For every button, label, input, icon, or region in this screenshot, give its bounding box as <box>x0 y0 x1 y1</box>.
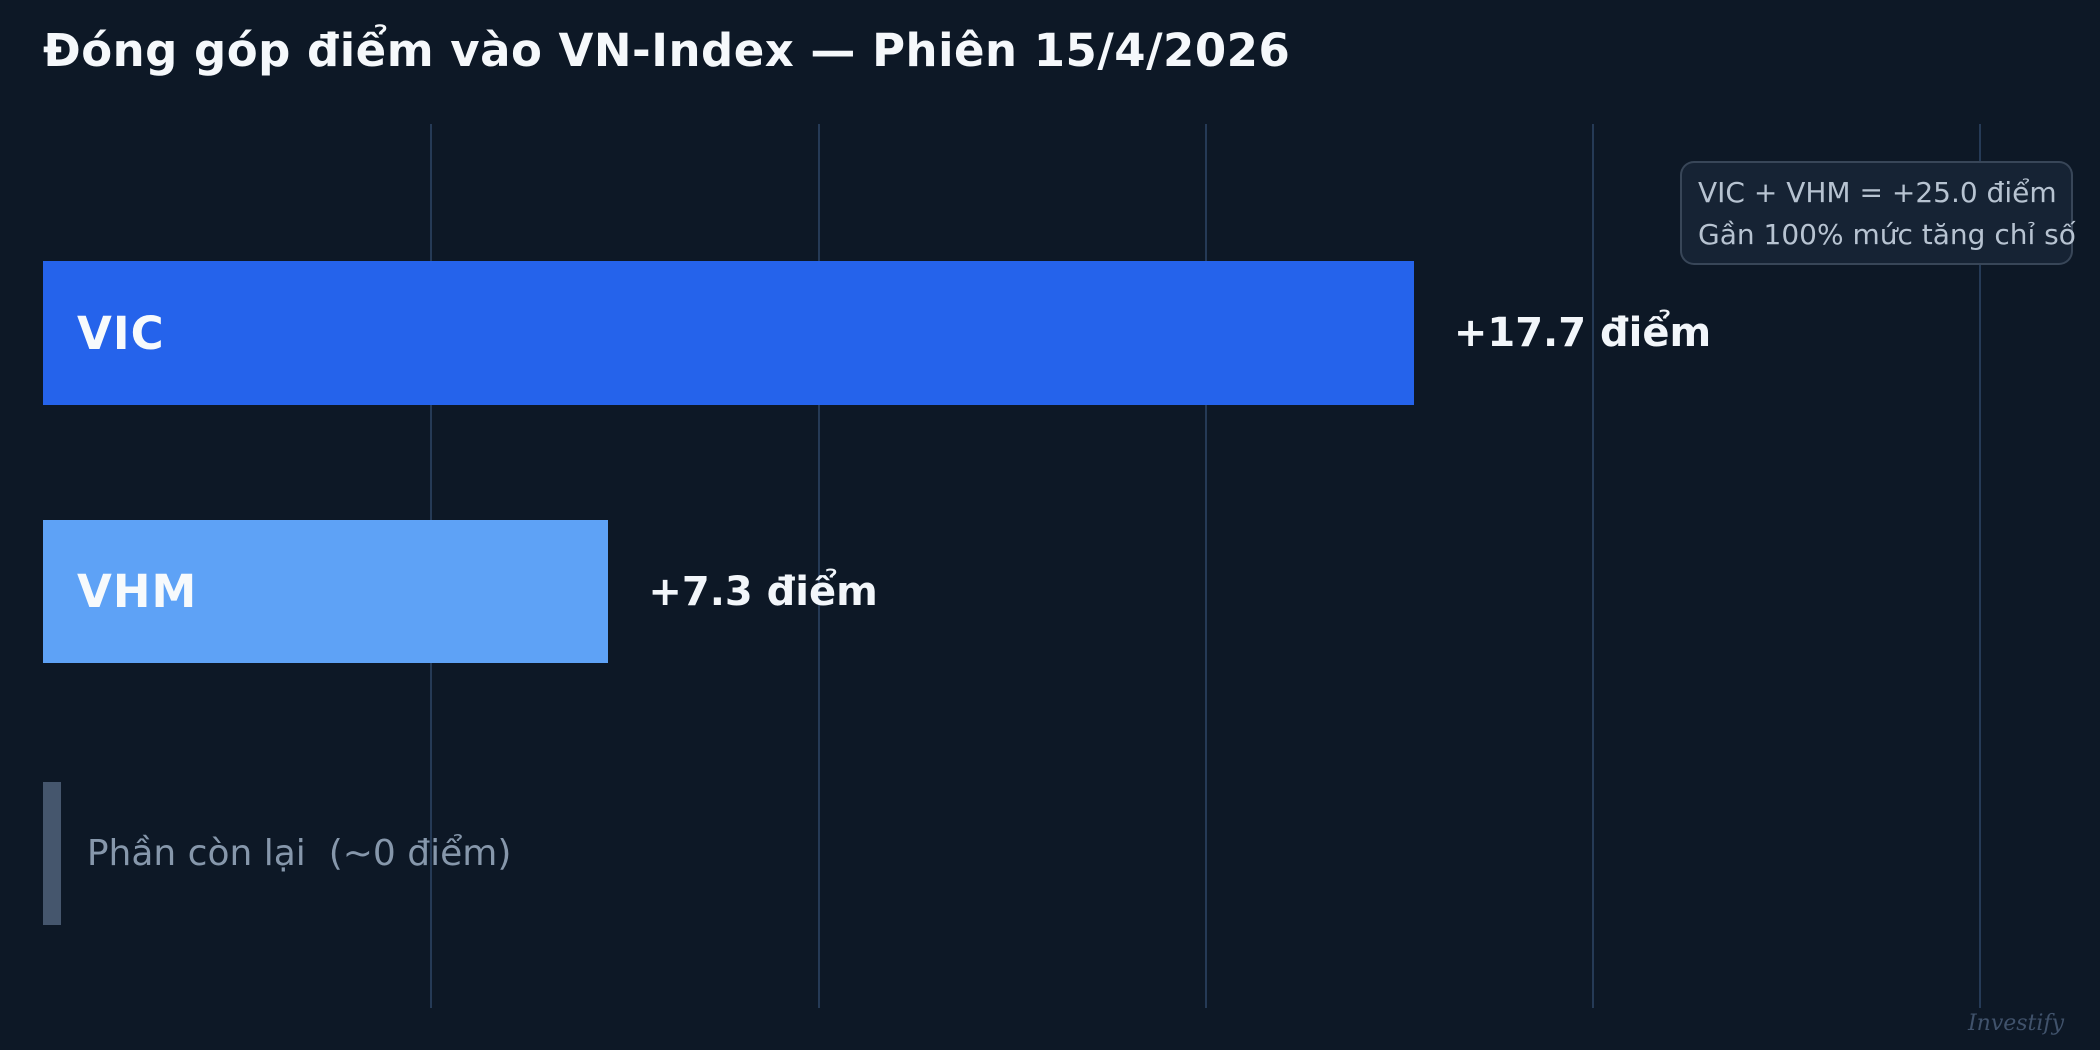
bar-remainder <box>43 782 61 925</box>
gridline-15 <box>1204 124 1207 1008</box>
annotation-line-1: VIC + VHM = +25.0 điểm <box>1698 176 2057 209</box>
value-label-vhm: +7.3 điểm <box>648 568 878 615</box>
watermark-investify: Investify <box>1967 1011 2064 1036</box>
bar-vic: VIC <box>43 261 1414 405</box>
value-label-vic: +17.7 điểm <box>1453 310 1712 356</box>
remainder-label: Phần còn lại (~0 điểm) <box>86 833 512 874</box>
bar-label-vic: VIC <box>77 306 165 360</box>
bar-vhm: VHM <box>43 520 609 663</box>
bar-row-vic: VIC +17.7 điểm <box>43 261 2100 405</box>
gridline-25 <box>1979 124 1982 1008</box>
chart-title: Đóng góp điểm vào VN-Index — Phiên 15/4/… <box>43 24 1291 77</box>
bar-label-vhm: VHM <box>77 565 198 618</box>
annotation-line-2: Gần 100% mức tăng chỉ số <box>1698 218 2076 251</box>
gridline-10 <box>817 124 820 1008</box>
bar-row-remainder: Phần còn lại (~0 điểm) <box>43 782 2100 925</box>
plot-area: VIC +17.7 điểm VHM +7.3 điểm Phần còn lạ… <box>0 124 2100 1008</box>
gridline-20 <box>1592 124 1594 1008</box>
bar-row-vhm: VHM +7.3 điểm <box>43 520 2100 663</box>
annotation-box: VIC + VHM = +25.0 điểm Gần 100% mức tăng… <box>1680 161 2076 265</box>
